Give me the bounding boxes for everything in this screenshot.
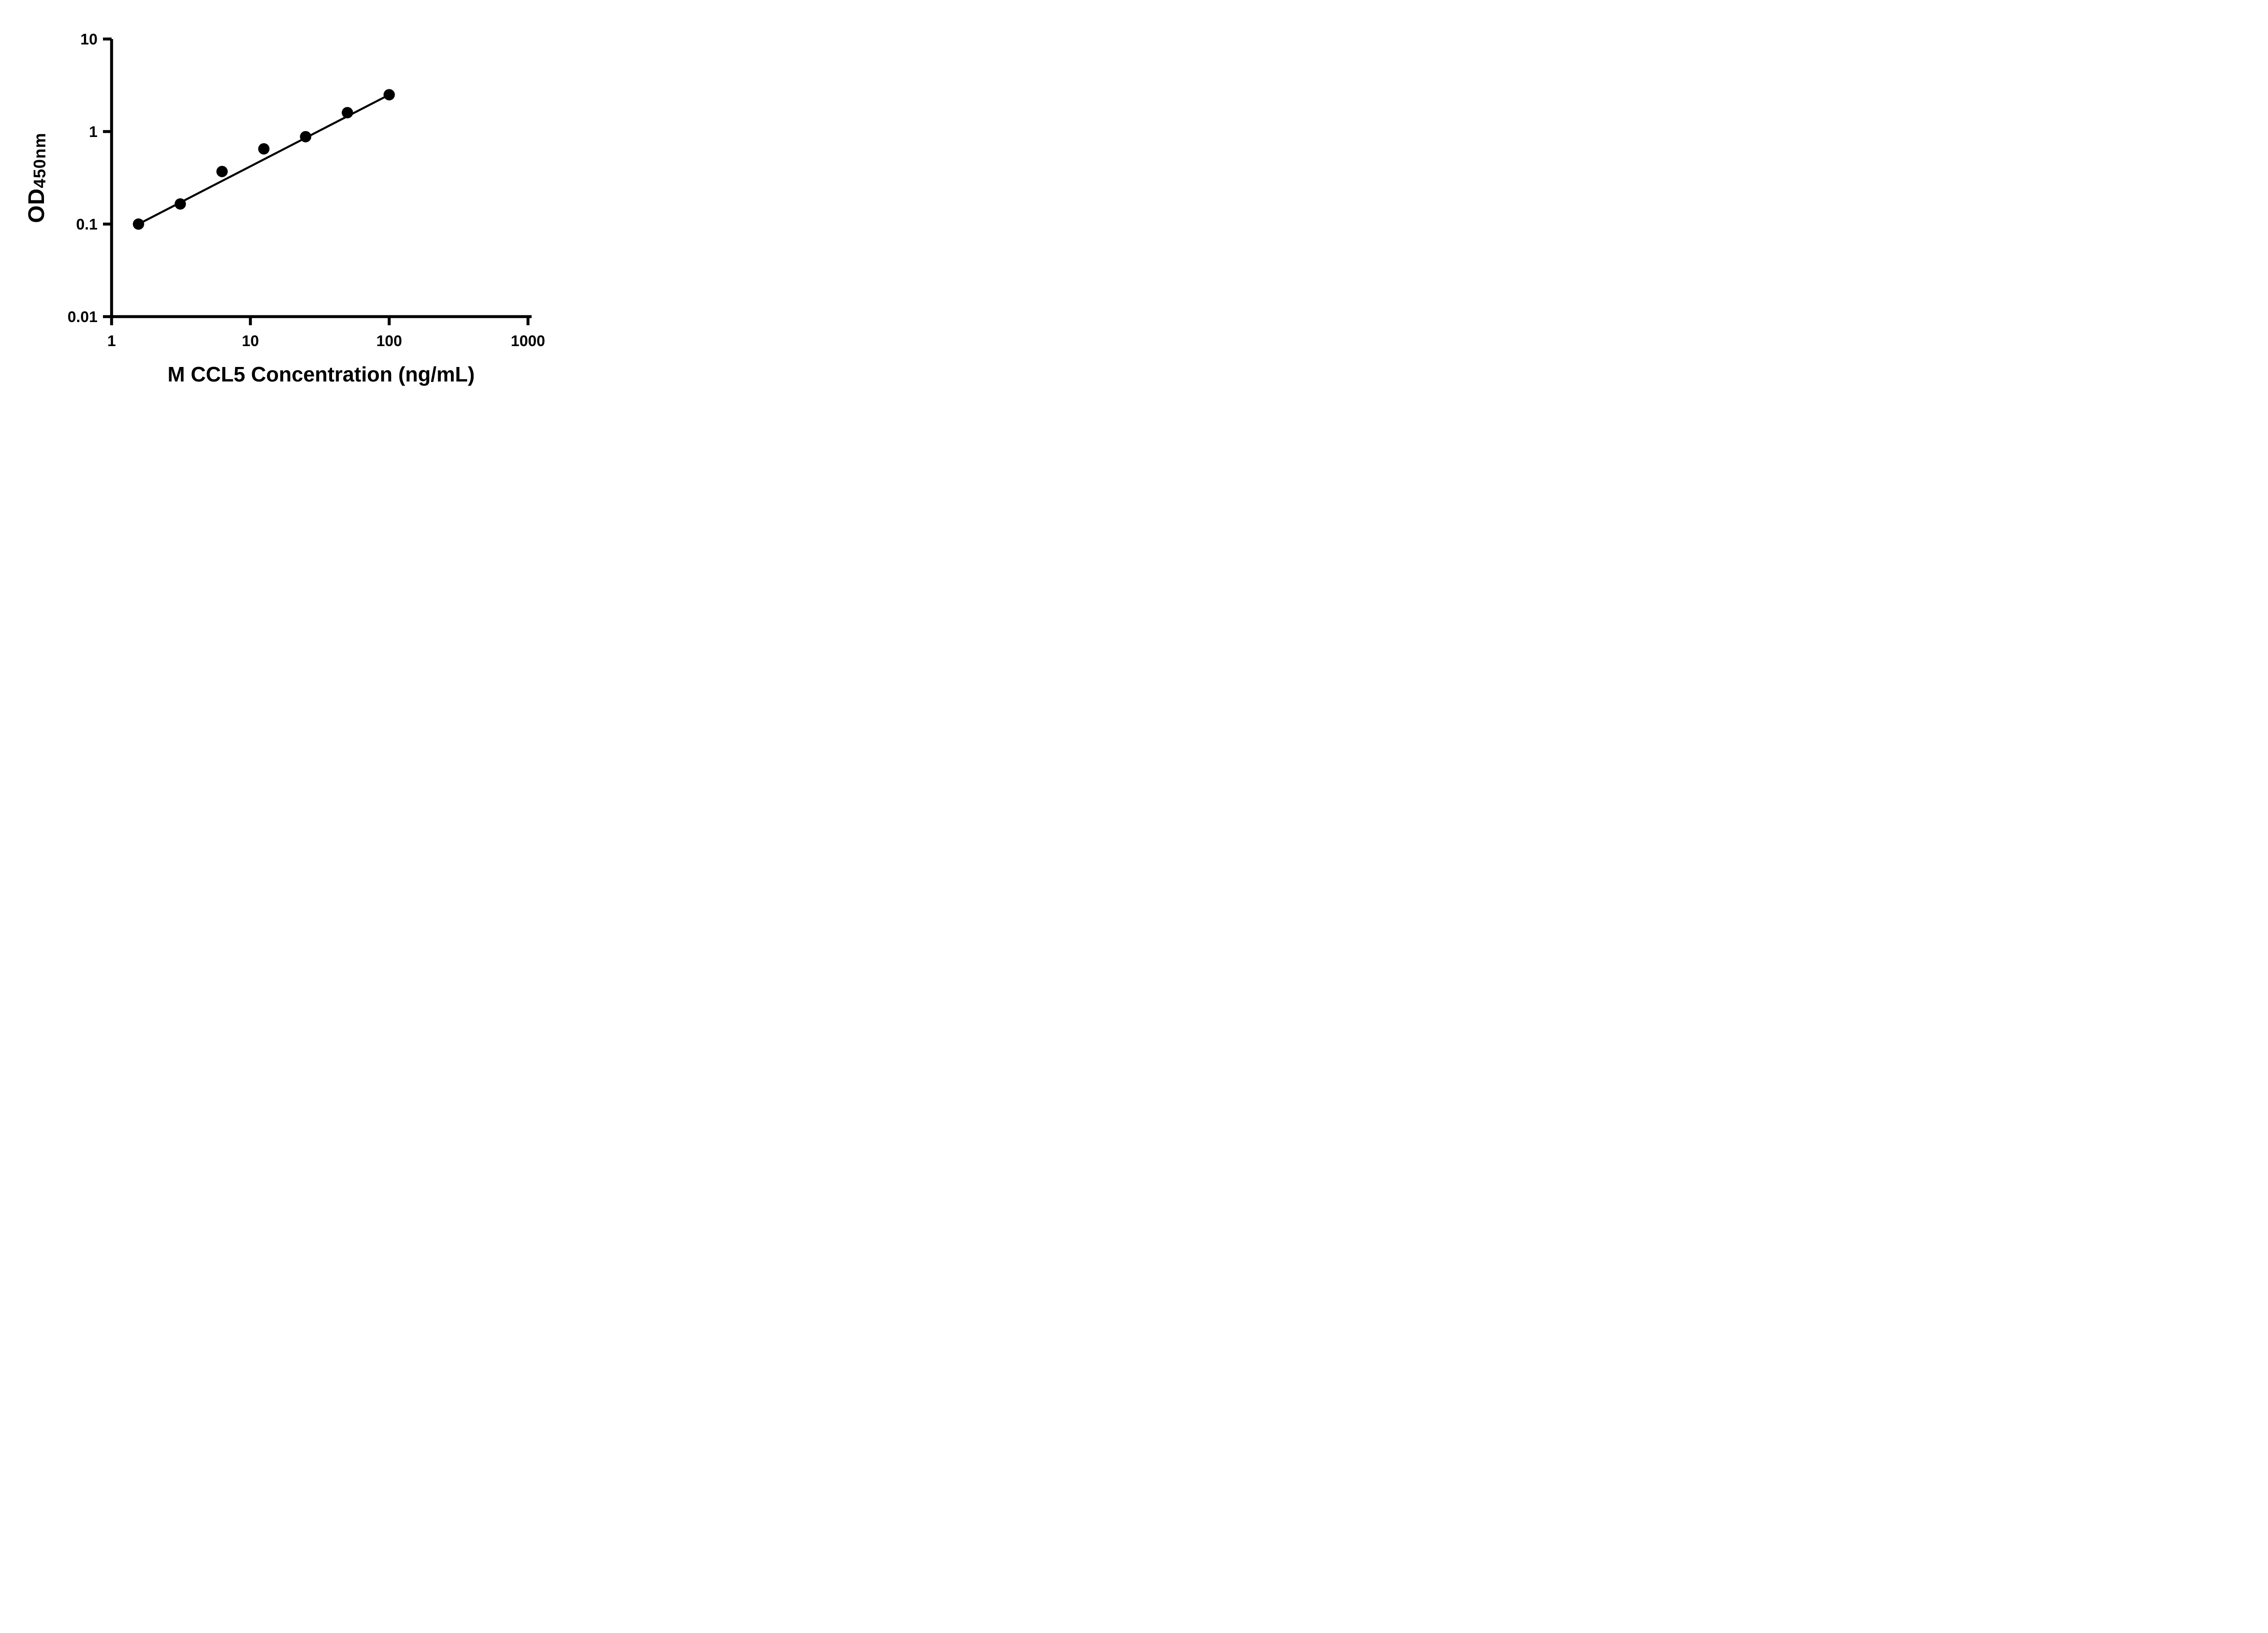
y-axis-title-subscript: 450nm [30,132,49,188]
y-tick-label: 10 [80,31,98,48]
y-axis-title: OD 450nm [22,87,51,269]
data-point [300,131,312,142]
x-tick-label: 100 [376,332,402,350]
y-axis-title-main: OD [24,188,49,223]
data-point [132,218,144,230]
y-tick-label: 1 [89,123,98,141]
x-tick-label: 10 [242,332,259,350]
elisa-standard-curve-figure: 0.01 0.1 1 10 1 10 100 1000 OD 450nm M CCL5 Conc… [0,0,583,408]
y-tick-label: 0.1 [76,216,98,233]
chart-plot-area: 0.01 0.1 1 10 1 10 100 1000 [68,31,545,350]
x-axis-title: M CCL5 Concentration (ng/mL) [167,362,475,386]
data-point [216,166,228,177]
data-point [174,198,186,210]
data-point [383,89,395,101]
data-point [258,143,270,155]
x-tick-label: 1 [108,332,116,350]
data-point [342,107,353,118]
y-tick-label: 0.01 [68,308,98,326]
x-tick-label: 1000 [511,332,545,350]
